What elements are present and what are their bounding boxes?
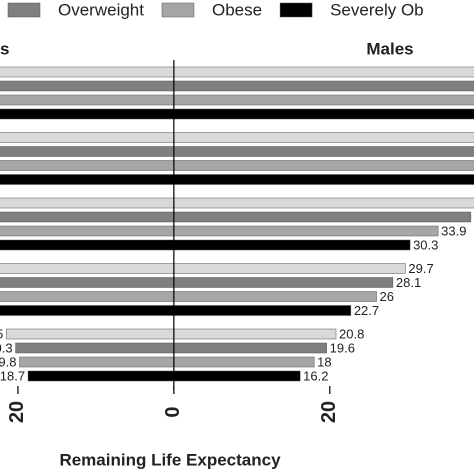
legend-label: Severely Ob — [330, 0, 424, 19]
legend-label: Obese — [212, 0, 262, 19]
bar — [0, 132, 175, 143]
bar — [0, 80, 175, 92]
value-label: 28.1 — [396, 275, 421, 290]
value-label: 19.6 — [330, 340, 355, 355]
legend-swatch — [7, 2, 41, 18]
right-panel-label: Males — [366, 39, 413, 58]
bar — [0, 66, 175, 78]
bar — [173, 225, 439, 237]
bar — [173, 132, 474, 143]
bar — [0, 211, 175, 223]
legend-label: Overweight — [58, 0, 144, 19]
bar — [173, 160, 474, 171]
value-label: 20.3 — [0, 340, 13, 355]
bar — [0, 239, 175, 251]
value-label: 16.2 — [303, 368, 328, 383]
bar — [173, 263, 406, 274]
bar — [173, 239, 411, 251]
bar — [173, 291, 377, 302]
value-label: 29.7 — [408, 261, 433, 276]
bar — [0, 277, 175, 288]
bar — [15, 342, 175, 354]
value-label: 18 — [317, 354, 331, 369]
legend-swatch — [161, 2, 195, 18]
bar — [173, 277, 394, 288]
bar — [19, 356, 175, 368]
value-label: 18.7 — [0, 368, 25, 383]
bar — [0, 197, 175, 209]
value-label: 20.8 — [339, 326, 364, 341]
bar — [173, 328, 337, 340]
bar — [173, 342, 327, 354]
bar — [173, 108, 474, 120]
bar — [173, 94, 474, 106]
value-label: 26 — [380, 289, 394, 304]
bar — [27, 370, 175, 382]
x-tick-label: 20 — [318, 401, 340, 423]
bar — [173, 146, 474, 157]
bar — [173, 356, 315, 368]
bar — [173, 80, 474, 92]
legend-swatch — [279, 2, 313, 18]
x-axis-label: Remaining Life Expectancy — [59, 450, 281, 469]
x-tick-label: 0 — [162, 406, 184, 417]
bar — [173, 211, 472, 223]
bar — [173, 197, 474, 209]
bar — [173, 174, 474, 185]
bar — [0, 263, 175, 274]
bar — [173, 370, 301, 382]
bar — [0, 146, 175, 157]
x-tick-label: 20 — [6, 401, 28, 423]
value-label: 19.8 — [0, 354, 16, 369]
bar — [173, 66, 474, 78]
bar — [0, 94, 175, 106]
left-panel-label: s — [0, 39, 9, 58]
value-label: 33.9 — [441, 223, 466, 238]
bar — [0, 225, 175, 237]
bar — [173, 305, 352, 316]
value-label: 30.3 — [413, 237, 438, 252]
bar — [0, 305, 175, 316]
bar — [0, 160, 175, 171]
bar — [0, 108, 175, 120]
bar — [5, 328, 175, 340]
bar — [0, 291, 175, 302]
value-label: 22.7 — [354, 303, 379, 318]
value-label: 21.5 — [0, 326, 3, 341]
bar — [0, 174, 175, 185]
